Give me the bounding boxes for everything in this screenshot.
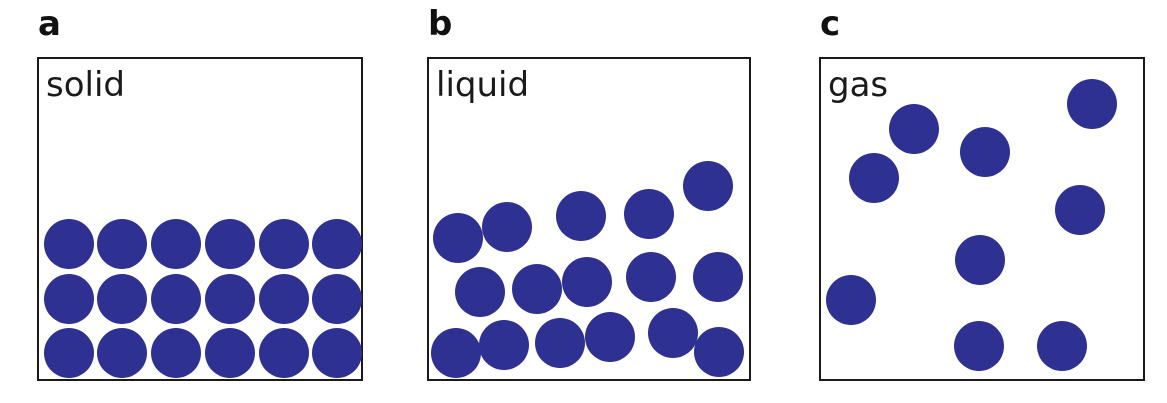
gas-particle xyxy=(960,127,1010,177)
solid-particle xyxy=(205,328,255,378)
liquid-particle xyxy=(694,327,744,377)
gas-particle xyxy=(826,275,876,325)
liquid-particle xyxy=(433,213,483,263)
solid-particle xyxy=(259,219,309,269)
liquid-particle xyxy=(479,320,529,370)
liquid-particles xyxy=(431,161,744,378)
gas-particle xyxy=(1067,79,1117,129)
gas-label: gas xyxy=(828,65,888,105)
solid-particle xyxy=(259,274,309,324)
solid-particle xyxy=(44,328,94,378)
solid-particles xyxy=(44,219,362,378)
solid-box xyxy=(37,57,363,381)
gas-particle xyxy=(954,321,1004,371)
gas-particles xyxy=(826,79,1117,371)
liquid-particle xyxy=(556,191,606,241)
liquid-label: liquid xyxy=(436,65,529,105)
solid-particle xyxy=(205,274,255,324)
panel-b-letter: b xyxy=(428,4,453,44)
gas-particle xyxy=(889,104,939,154)
solid-particle xyxy=(44,274,94,324)
liquid-particle xyxy=(535,318,585,368)
gas-particle xyxy=(1037,321,1087,371)
panel-a-letter: a xyxy=(38,4,61,44)
liquid-particle xyxy=(683,161,733,211)
solid-particle xyxy=(97,328,147,378)
solid-particle xyxy=(312,274,362,324)
liquid-particle xyxy=(482,202,532,252)
liquid-particle xyxy=(626,252,676,302)
gas-particle xyxy=(955,235,1005,285)
solid-particle xyxy=(259,328,309,378)
solid-particle xyxy=(205,219,255,269)
gas-particle xyxy=(1055,185,1105,235)
liquid-particle xyxy=(562,257,612,307)
solid-particle xyxy=(312,328,362,378)
solid-label: solid xyxy=(46,65,125,105)
solid-particle xyxy=(97,274,147,324)
solid-particle xyxy=(151,328,201,378)
solid-particle xyxy=(151,219,201,269)
panel-liquid: liquid xyxy=(427,57,751,381)
liquid-particle xyxy=(431,328,481,378)
solid-particle xyxy=(44,219,94,269)
solid-particle xyxy=(312,219,362,269)
liquid-particle xyxy=(648,308,698,358)
liquid-particle xyxy=(585,312,635,362)
solid-particle xyxy=(151,274,201,324)
solid-particle xyxy=(97,219,147,269)
liquid-particle xyxy=(455,267,505,317)
liquid-particle xyxy=(693,252,743,302)
panel-solid: solid xyxy=(37,57,363,381)
gas-particle xyxy=(849,153,899,203)
liquid-particle xyxy=(624,189,674,239)
panel-c-letter: c xyxy=(820,4,841,44)
panel-gas: gas xyxy=(819,57,1145,381)
liquid-particle xyxy=(512,264,562,314)
